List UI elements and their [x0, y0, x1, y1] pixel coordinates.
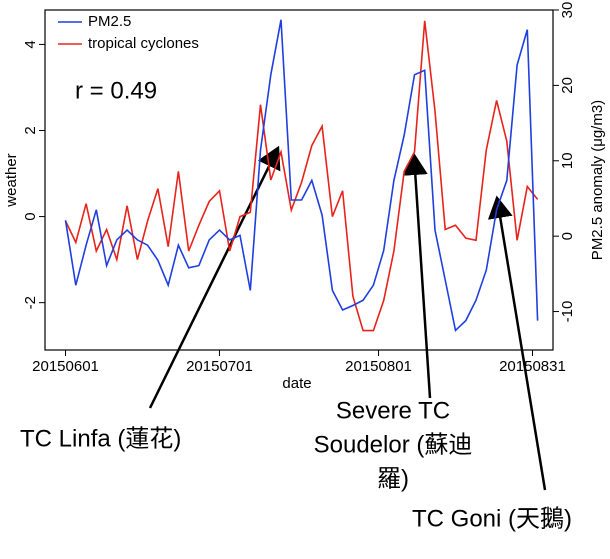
callout-label: TC Linfa (蓮花) — [20, 425, 181, 452]
arrow — [487, 195, 547, 491]
y2-tick-label: 30 — [559, 2, 576, 19]
y2-axis-label: PM2.5 anomaly (μg/m3) — [589, 100, 606, 260]
x-tick-label: 20150831 — [499, 358, 566, 375]
arrow — [148, 145, 281, 409]
y-tick-label: 0 — [22, 212, 39, 220]
y-tick-label: 4 — [22, 40, 39, 48]
series-line — [64, 20, 539, 332]
legend-label: tropical cyclones — [88, 35, 199, 52]
y2-tick-label: 20 — [559, 77, 576, 94]
arrow — [402, 152, 432, 399]
y-tick-label: -2 — [22, 296, 39, 309]
series-line — [64, 19, 539, 332]
callout-label: Severe TC — [336, 397, 450, 424]
legend-label: PM2.5 — [88, 13, 131, 30]
callout-label: Soudelor (蘇迪 — [314, 431, 473, 458]
x-tick-label: 20150701 — [186, 358, 253, 375]
y2-tick-label: 0 — [559, 232, 576, 240]
x-axis-label: date — [282, 375, 311, 392]
callout-label: TC Goni (天鵝) — [412, 505, 572, 532]
plot-frame — [44, 9, 554, 351]
x-tick-label: 20150801 — [345, 358, 412, 375]
y-axis-label: weather — [3, 153, 20, 207]
y2-tick-label: 10 — [559, 152, 576, 169]
y2-tick-label: -10 — [559, 301, 576, 323]
callout-label: 羅) — [377, 465, 409, 492]
correlation-annotation: r = 0.49 — [75, 77, 157, 104]
y-tick-label: 2 — [22, 126, 39, 134]
x-tick-label: 20150601 — [32, 358, 99, 375]
